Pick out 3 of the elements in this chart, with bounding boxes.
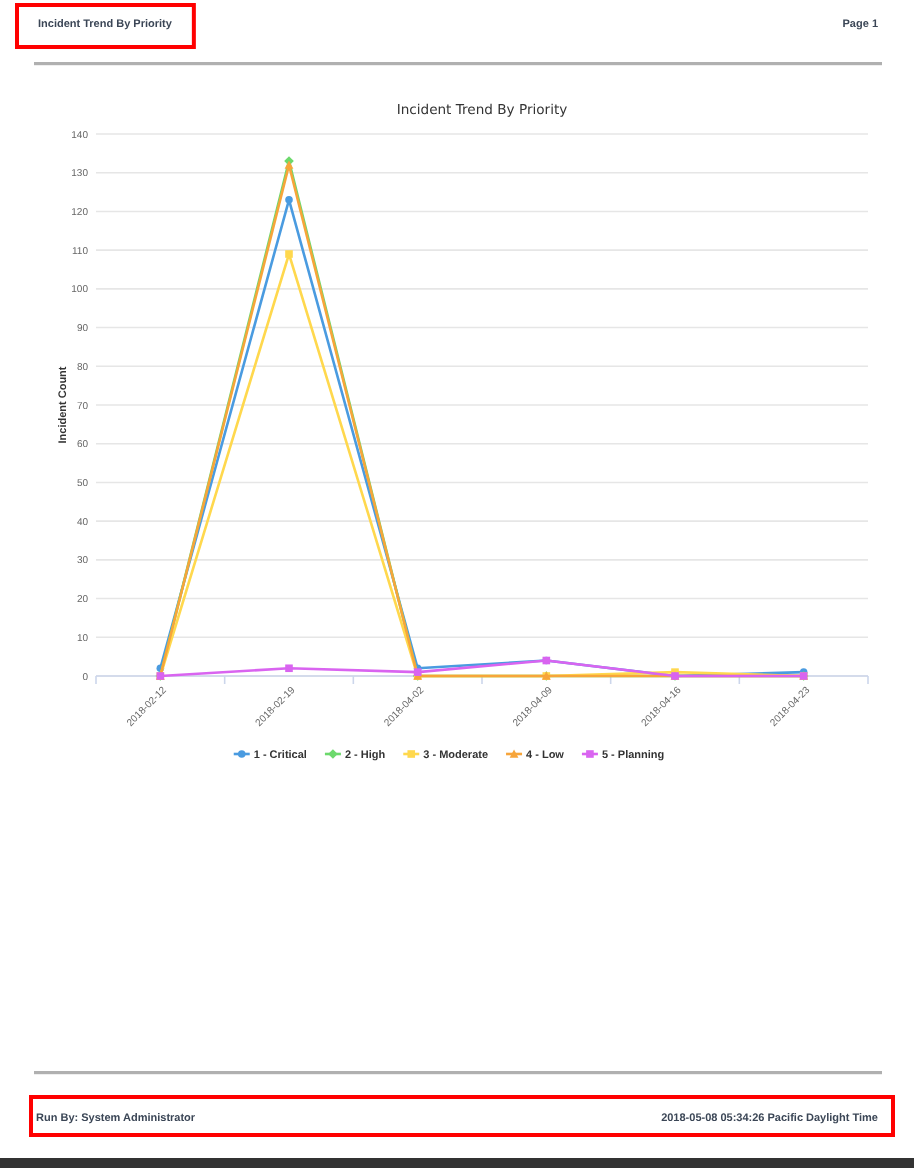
point (285, 196, 293, 204)
point (285, 664, 293, 673)
point (285, 250, 293, 258)
